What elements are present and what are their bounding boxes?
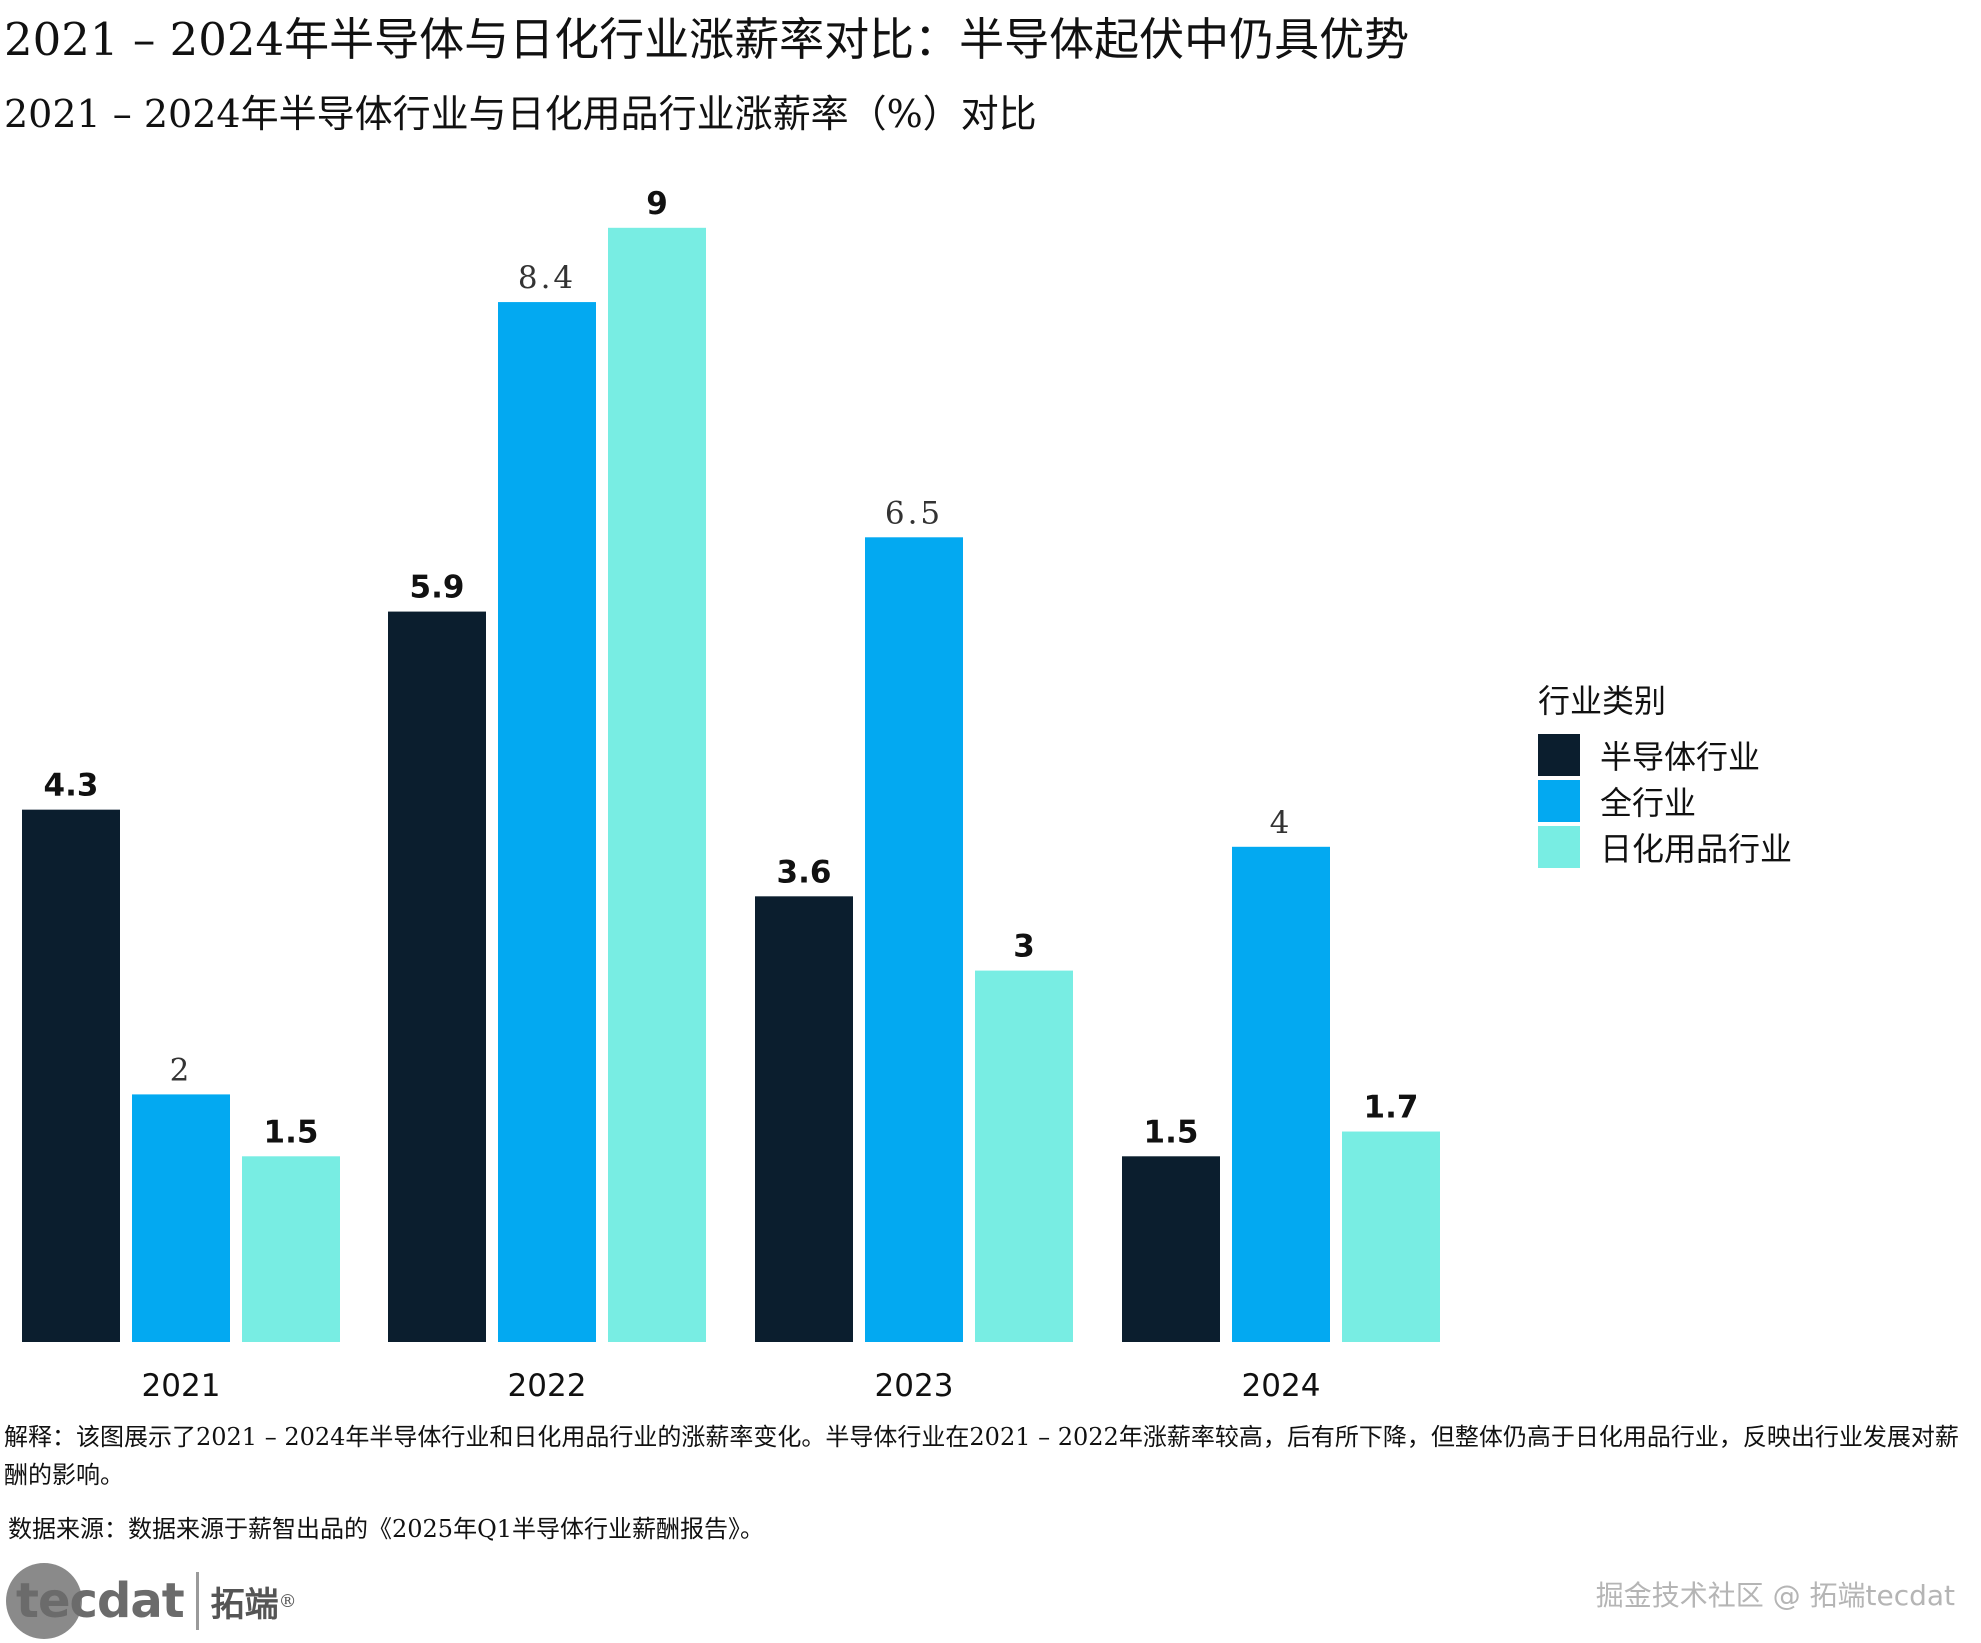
bar-2022-0 [388,611,486,1342]
data-label: 6.5 [885,495,943,531]
data-label: 8.4 [518,260,576,296]
legend-title: 行业类别 [1538,682,1667,720]
bar-2022-1 [498,302,596,1342]
data-label: 4 [1270,805,1293,841]
data-label: 9 [646,186,668,222]
logo-registered-mark: ® [278,1590,297,1612]
x-tick-label: 2024 [1242,1368,1321,1400]
watermark: 掘金技术社区 @ 拓端tecdat [1595,1579,1955,1612]
data-label: 1.7 [1364,1090,1419,1126]
legend-item-daily-chemicals: 日化用品行业 [1538,824,1792,870]
legend-swatch [1538,826,1580,868]
chart-subtitle: 2021 – 2024年半导体行业与日化用品行业涨薪率（%）对比 [4,92,1037,136]
chart-caption: 解释：该图展示了2021 – 2024年半导体行业和日化用品行业的涨薪率变化。半… [4,1423,1959,1489]
legend-swatch [1538,780,1580,822]
x-tick-label: 2023 [875,1368,954,1400]
logo-chinese-name: 拓端 [210,1584,279,1625]
bar-chart: 4.3 2 1.5 2021 5.9 8.4 9 2022 3.6 6.5 3 2023 1.5 4 1.7… [22,186,1440,1400]
x-tick-label: 2021 [142,1368,221,1400]
legend-item-semiconductor: 半导体行业 [1538,732,1792,778]
legend-label: 全行业 [1600,784,1697,822]
data-label: 3 [1013,929,1035,965]
legend-item-all-industries: 全行业 [1538,778,1792,824]
logo-circle-icon [6,1563,82,1639]
legend-swatch [1538,734,1580,776]
bar-2021-2 [242,1156,340,1342]
data-label: 5.9 [410,570,465,606]
legend: 行业类别 半导体行业 全行业 日化用品行业 [1538,678,1792,870]
bar-2024-1 [1232,846,1330,1342]
bar-2021-0 [22,809,120,1342]
data-label: 2 [170,1052,193,1088]
data-label: 4.3 [44,768,99,804]
bar-2024-0 [1122,1156,1220,1342]
bar-2023-2 [975,970,1073,1342]
data-label: 1.5 [264,1114,319,1150]
bar-2022-2 [608,227,706,1342]
legend-label: 半导体行业 [1600,738,1761,776]
bar-2023-1 [865,537,963,1342]
bar-2023-0 [755,896,853,1342]
data-label: 3.6 [777,854,832,890]
bar-2024-2 [1342,1131,1440,1342]
legend-label: 日化用品行业 [1600,830,1793,868]
logo-divider [195,1572,199,1630]
tecdat-logo: tecdat 拓端 ® [6,1562,297,1640]
bar-2021-1 [132,1094,230,1342]
x-tick-label: 2022 [508,1368,587,1400]
data-source-note: 数据来源：数据来源于薪智出品的《2025年Q1半导体行业薪酬报告》。 [8,1515,765,1543]
logo-wordmark: tecdat [16,1573,185,1629]
chart-title: 2021 – 2024年半导体与日化行业涨薪率对比：半导体起伏中仍具优势 [4,13,1410,66]
data-label: 1.5 [1144,1114,1199,1150]
